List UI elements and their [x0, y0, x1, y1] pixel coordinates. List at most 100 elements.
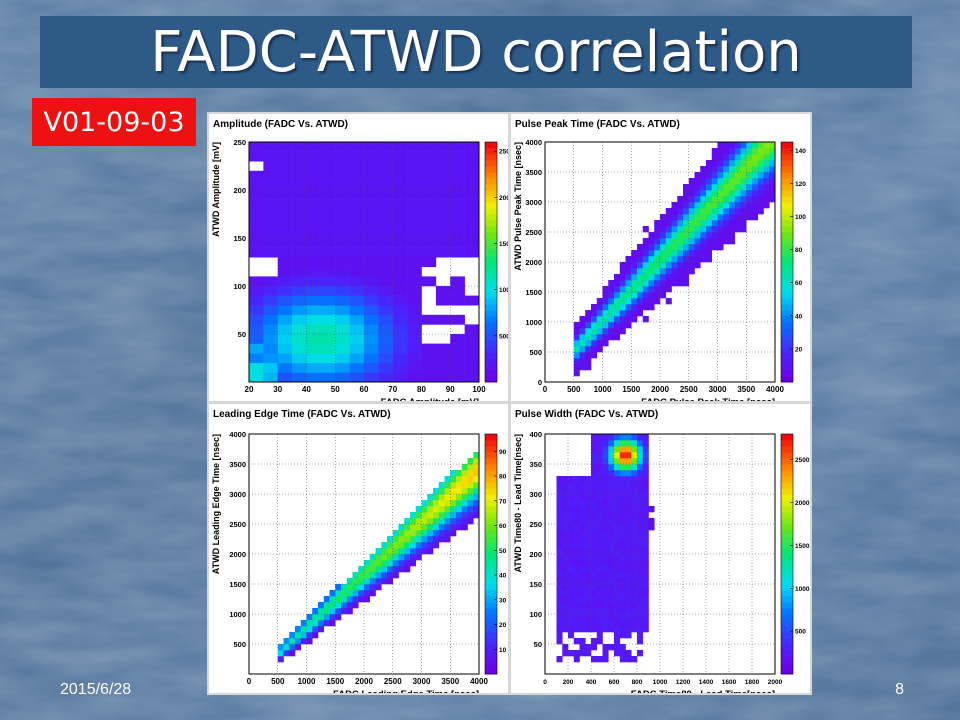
- color-bar-segment: [485, 530, 497, 537]
- heatmap-cell: [608, 614, 615, 621]
- heatmap-cell: [320, 324, 336, 335]
- heatmap-cell: [263, 372, 279, 383]
- heatmap-cell: [562, 530, 569, 537]
- heatmap-cell: [591, 530, 598, 537]
- heatmap-cell: [573, 346, 580, 353]
- heatmap-cell: [473, 452, 480, 459]
- heatmap-cell: [619, 536, 626, 543]
- heatmap-cell: [450, 343, 465, 354]
- heatmap-cell: [723, 148, 730, 155]
- heatmap-cell: [438, 488, 445, 495]
- heatmap-cell: [585, 482, 592, 489]
- heatmap-cell: [614, 572, 621, 579]
- color-bar-segment: [781, 226, 793, 233]
- heatmap-cell: [421, 218, 437, 229]
- heatmap-cell: [700, 202, 707, 209]
- heatmap-cell: [392, 247, 408, 258]
- heatmap-cell: [631, 316, 638, 323]
- y-tick-label: 3500: [229, 460, 246, 469]
- x-axis-label: FADC Time80 - Lead Time[nsec]: [631, 689, 775, 693]
- heatmap-cell: [752, 214, 759, 221]
- heatmap-cell: [556, 626, 563, 633]
- heatmap-cell: [631, 506, 638, 513]
- heatmap-cell: [335, 142, 350, 152]
- color-bar-segment: [781, 334, 793, 341]
- heatmap-cell: [435, 218, 451, 229]
- heatmap-cell: [614, 500, 621, 507]
- heatmap-cell: [249, 199, 264, 210]
- x-tick-label: 2000: [768, 679, 783, 686]
- heatmap-cell: [349, 199, 365, 210]
- heatmap-cell: [562, 566, 569, 573]
- heatmap-cell: [375, 548, 382, 555]
- heatmap-cell: [648, 518, 655, 525]
- heatmap-cell: [249, 276, 264, 287]
- heatmap-cell: [694, 178, 701, 185]
- heatmap-cell: [637, 608, 644, 615]
- heatmap-cell: [295, 638, 302, 645]
- heatmap-cell: [642, 458, 649, 465]
- heatmap-cell: [746, 142, 753, 149]
- color-bar-segment: [485, 578, 497, 585]
- heatmap-cell: [364, 362, 379, 373]
- heatmap-cell: [415, 506, 422, 513]
- heatmap-cell: [602, 584, 609, 591]
- heatmap-cell: [752, 148, 759, 155]
- heatmap-cell: [608, 584, 615, 591]
- heatmap-cell: [568, 578, 575, 585]
- color-bar-segment: [781, 578, 793, 585]
- color-bar-segment: [781, 566, 793, 573]
- color-bar-segment: [781, 178, 793, 185]
- heatmap-cell: [642, 572, 649, 579]
- heatmap-cell: [717, 166, 724, 173]
- heatmap-cell: [473, 464, 480, 471]
- heatmap-cell: [631, 458, 638, 465]
- heatmap-cell: [700, 244, 707, 251]
- heatmap-cell: [660, 232, 667, 239]
- heatmap-cell: [596, 566, 603, 573]
- heatmap-cell: [349, 209, 365, 220]
- heatmap-cell: [292, 209, 307, 220]
- heatmap-cell: [450, 238, 465, 248]
- heatmap-cell: [461, 470, 468, 477]
- color-bar-segment: [485, 286, 497, 293]
- heatmap-cell: [619, 584, 626, 591]
- heatmap-cell: [706, 166, 713, 173]
- heatmap-cell: [349, 353, 365, 364]
- heatmap-cell: [407, 228, 422, 239]
- heatmap-cell: [608, 590, 615, 597]
- heatmap-cell: [579, 620, 586, 627]
- heatmap-cell: [717, 154, 724, 161]
- heatmap-cell: [602, 434, 609, 441]
- heatmap-cell: [642, 470, 649, 477]
- heatmap-cell: [648, 244, 655, 251]
- heatmap-cell: [292, 276, 307, 287]
- heatmap-cell: [323, 608, 330, 615]
- heatmap-cell: [464, 170, 480, 181]
- heatmap-cell: [579, 500, 586, 507]
- heatmap-cell: [306, 199, 322, 210]
- heatmap-cell: [688, 268, 695, 275]
- heatmap-cell: [614, 608, 621, 615]
- heatmap-cell: [619, 446, 626, 453]
- heatmap-cell: [323, 614, 330, 621]
- heatmap-cell: [677, 244, 684, 251]
- color-bar-segment: [485, 632, 497, 639]
- heatmap-cell: [614, 566, 621, 573]
- color-bar-segment: [485, 310, 497, 317]
- heatmap-cell: [378, 343, 394, 354]
- heatmap-cell: [717, 232, 724, 239]
- heatmap-cell: [688, 196, 695, 203]
- heatmap-cell: [625, 256, 632, 263]
- color-bar: [781, 142, 793, 383]
- heatmap-cell: [335, 180, 350, 191]
- heatmap-cell: [398, 566, 405, 573]
- heatmap-cell: [608, 554, 615, 561]
- heatmap-cell: [723, 154, 730, 161]
- heatmap-cell: [711, 244, 718, 251]
- heatmap-cell: [654, 280, 661, 287]
- heatmap-cell: [263, 295, 279, 306]
- color-bar-segment: [781, 196, 793, 203]
- heatmap-cell: [444, 476, 451, 483]
- heatmap-cell: [734, 172, 741, 179]
